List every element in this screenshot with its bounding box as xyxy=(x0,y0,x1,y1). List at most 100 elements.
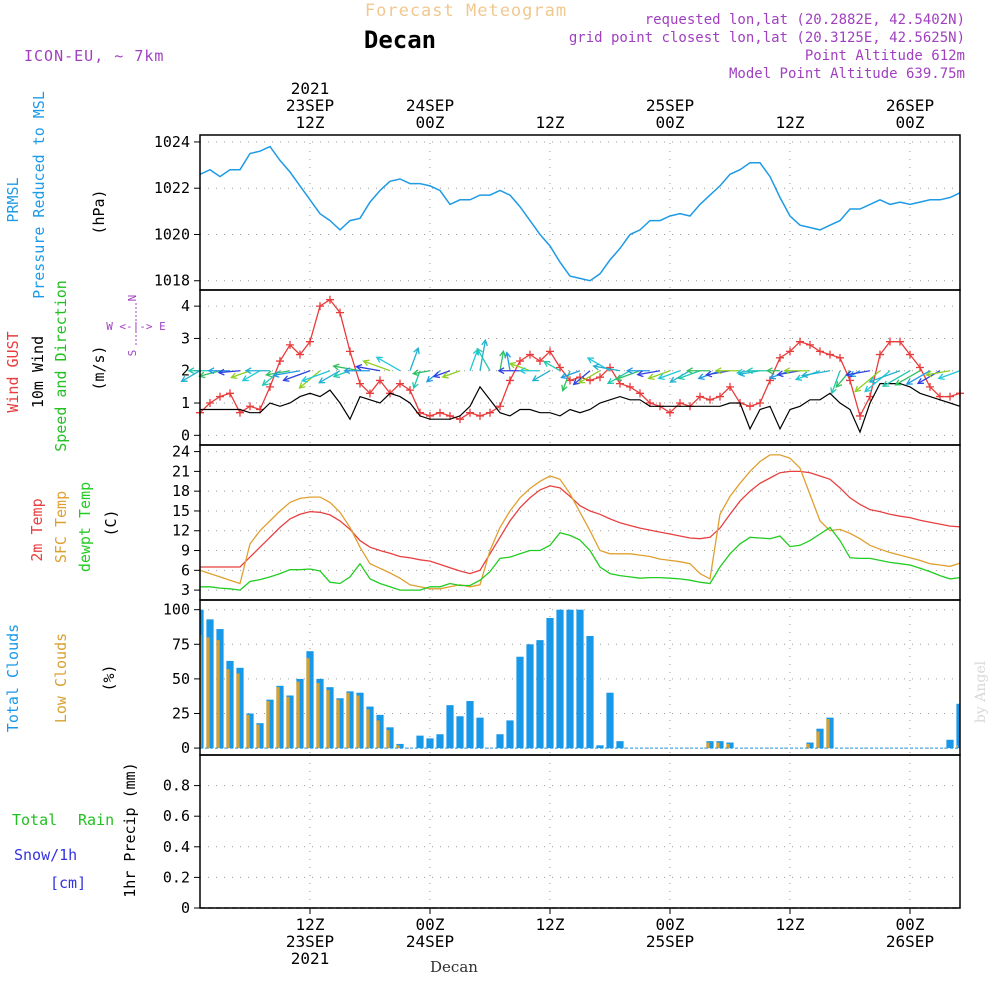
pressure-line xyxy=(199,145,961,282)
wind-arrow-shaft xyxy=(906,370,931,385)
gust-marker xyxy=(506,376,514,385)
y-tick-label: 21 xyxy=(172,462,190,480)
time-label-bottom: 2021 xyxy=(291,949,330,968)
wind-arrow xyxy=(647,370,671,381)
gust-marker xyxy=(826,350,834,359)
wind-arrow-shaft xyxy=(882,370,911,387)
sfc-temp-line xyxy=(199,454,961,590)
gust-marker xyxy=(676,399,684,408)
wind-arrow xyxy=(626,367,650,375)
time-label-bottom: 00Z xyxy=(416,915,445,934)
wind-arrow-head xyxy=(794,374,803,381)
cloud-bar-total xyxy=(476,717,484,749)
compass-row: W <-|-> E xyxy=(106,320,166,333)
time-label-bottom: 26SEP xyxy=(886,932,934,951)
gust-marker xyxy=(726,382,734,391)
time-label-bottom: 12Z xyxy=(296,915,325,934)
cloud-bar-total xyxy=(456,716,464,749)
wind-arrow xyxy=(925,370,951,378)
wind-arrow xyxy=(894,370,921,386)
gust-marker xyxy=(626,382,634,391)
time-label-top: 00Z xyxy=(896,113,925,132)
wind-arrow xyxy=(497,367,520,375)
wind-arrow xyxy=(636,370,661,378)
wind-arrow xyxy=(265,370,291,378)
cloud-bar-low xyxy=(296,681,300,749)
gust-marker xyxy=(926,382,934,391)
wind-arrow-head xyxy=(332,363,340,371)
wind-arrow-head xyxy=(657,373,665,381)
wind-arrow xyxy=(411,369,431,377)
cloud-bar-low xyxy=(206,637,210,749)
wind-arrow xyxy=(504,351,512,371)
time-label-top: 00Z xyxy=(656,113,685,132)
cloud-bar-total xyxy=(356,692,364,749)
wind-arrow-head xyxy=(343,367,351,375)
cloud-bar-total xyxy=(576,609,584,749)
wind-arrow-shaft xyxy=(442,370,461,378)
cloud-bar-total xyxy=(200,609,204,749)
gust-marker xyxy=(696,392,704,401)
cloud-bar-low xyxy=(276,687,280,749)
cloud-bar-low xyxy=(306,658,310,749)
gust-marker xyxy=(496,402,504,411)
cloud-bar-total xyxy=(246,713,254,749)
wind-arrow xyxy=(479,338,488,371)
pressure-label: Pressure Reduced to MSL xyxy=(30,91,48,299)
gust-marker xyxy=(746,402,754,411)
low-clouds-label: Low Clouds xyxy=(52,633,70,723)
temp-label: 2m Temp xyxy=(28,498,46,561)
time-label-top: 26SEP xyxy=(886,96,934,115)
cloud-bar-total xyxy=(446,705,454,749)
wind-arrow-head xyxy=(207,367,215,375)
wind-arrow-shaft xyxy=(831,370,841,394)
wind-arrow-head xyxy=(925,370,933,378)
wind-arrow-head xyxy=(412,381,419,390)
wind-arrow-shaft xyxy=(506,352,511,371)
wind-arrow-head xyxy=(265,370,273,378)
wind-arrow xyxy=(362,359,391,372)
wind-arrow xyxy=(412,370,421,390)
wind-arrow xyxy=(207,367,230,375)
cloud-bar-low xyxy=(216,640,220,749)
wind-arrow xyxy=(794,370,821,381)
cloud-bar-low xyxy=(226,669,230,749)
gust-marker xyxy=(526,350,534,359)
gust-marker xyxy=(716,392,724,401)
gust-line xyxy=(199,298,961,420)
cloud-bar-total xyxy=(296,678,304,749)
wind-arrow xyxy=(705,370,731,378)
wind-label: 10m Wind xyxy=(29,336,47,408)
cloud-bar-low xyxy=(266,701,270,749)
wind-arrow-head xyxy=(697,373,705,381)
time-label-bottom: 00Z xyxy=(656,915,685,934)
wind-arrow xyxy=(241,370,261,382)
time-label-bottom: 00Z xyxy=(896,915,925,934)
panel-border xyxy=(199,444,961,601)
wind-arrow-head xyxy=(835,380,843,389)
cloud-bar-total xyxy=(206,619,214,749)
wind-arrow-shaft xyxy=(199,370,221,377)
wind-arrow xyxy=(244,367,270,375)
wind-arrow xyxy=(531,370,551,382)
gust-marker xyxy=(276,357,284,366)
cloud-bar-total xyxy=(706,741,714,749)
wind-arrow-shaft xyxy=(938,370,961,380)
wind-arrow-head xyxy=(282,375,290,382)
y-tick-label: 15 xyxy=(172,502,190,520)
wind-speed-label: Speed and Direction xyxy=(52,280,70,452)
wind-arrow-head xyxy=(499,349,506,358)
time-label-top: 00Z xyxy=(416,113,445,132)
wind-arrow xyxy=(282,370,311,382)
compass-icon: W <-|-> E N S xyxy=(106,295,166,357)
time-label-bottom: 23SEP xyxy=(286,932,334,951)
y-tick-label: 0.6 xyxy=(163,807,190,825)
gust-marker xyxy=(286,340,294,349)
cloud-bar-total xyxy=(326,687,334,749)
cloud-bar-total xyxy=(956,703,960,749)
gust-marker xyxy=(756,399,764,408)
wind-arrow-shaft xyxy=(181,370,201,382)
y-tick-label: 6 xyxy=(181,561,190,579)
